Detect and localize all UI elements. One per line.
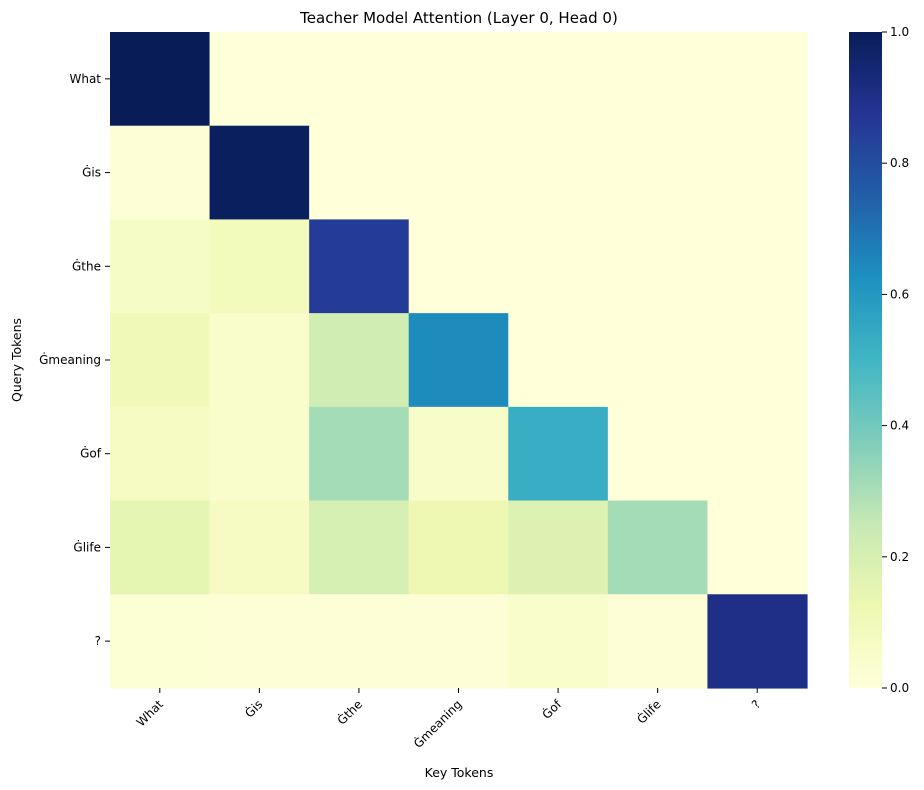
heatmap-cell (209, 219, 310, 314)
heatmap-cell (110, 594, 211, 689)
heatmap-cell (209, 406, 310, 502)
heatmap-cell (607, 594, 709, 689)
x-axis-label: Key Tokens (425, 765, 494, 780)
heatmap-cell (309, 32, 410, 127)
heatmap-cell (209, 125, 310, 221)
chart-title: Teacher Model Attention (Layer 0, Head 0… (299, 9, 618, 27)
heatmap-cell (707, 500, 808, 595)
heatmap-cell (508, 594, 609, 689)
y-tick-label: Ġof (80, 445, 102, 461)
heatmap-cell (707, 219, 808, 314)
heatmap-cell (309, 313, 410, 408)
heatmap-cell (110, 313, 211, 408)
heatmap-cell (408, 313, 509, 408)
heatmap-cell (408, 32, 509, 127)
heatmap-cell (209, 594, 310, 689)
colorbar-tick-label: 0.4 (890, 419, 909, 433)
heatmap-cell (607, 219, 709, 314)
heatmap-cell (408, 500, 509, 595)
y-axis-ticks: What Ġis Ġthe Ġmeaning Ġof Ġlife? (39, 72, 110, 648)
heatmap-cell (110, 406, 211, 502)
y-axis-label: Query Tokens (9, 318, 24, 402)
heatmap-cell (110, 125, 211, 221)
x-tick-label: Ġlife (633, 696, 664, 727)
heatmap-cell (707, 125, 808, 221)
colorbar-ticks: 0.0 0.2 0.4 0.6 0.8 1.0 (882, 25, 909, 695)
heatmap-cell (110, 219, 211, 314)
heatmap-cell (110, 500, 211, 595)
heatmap-cell (408, 219, 509, 314)
heatmap-cell (607, 313, 709, 408)
heatmap-cell (309, 406, 410, 502)
heatmap-cell (707, 594, 808, 689)
heatmap-cell (309, 594, 410, 689)
x-tick-label: Ġthe (333, 696, 365, 728)
heatmap-cell (707, 406, 808, 502)
y-tick-label: Ġthe (72, 257, 101, 273)
heatmap-cells (110, 32, 808, 689)
heatmap-cell (607, 32, 709, 127)
heatmap-cell (707, 32, 808, 127)
colorbar-tick-label: 0.8 (890, 156, 909, 170)
colorbar-tick-label: 0.0 (890, 681, 909, 695)
heatmap-cell (508, 219, 609, 314)
heatmap-cell (209, 32, 310, 127)
heatmap-cell (607, 125, 709, 221)
heatmap-cell (508, 32, 609, 127)
heatmap-cell (110, 32, 211, 127)
heatmap-cell (508, 500, 609, 595)
heatmap-cell (607, 500, 709, 595)
heatmap-cell (707, 313, 808, 408)
y-tick-label: ? (95, 634, 101, 648)
heatmap-cell (209, 313, 310, 408)
x-tick-label: ? (749, 697, 763, 711)
x-tick-label: Ġis (241, 696, 266, 721)
y-tick-label: What (69, 72, 101, 86)
heatmap-cell (408, 125, 509, 221)
heatmap-cell (508, 406, 609, 502)
y-tick-label: Ġmeaning (39, 351, 101, 367)
heatmap-cell (508, 125, 609, 221)
heatmap-cell (309, 500, 410, 595)
heatmap-cell (209, 500, 310, 595)
x-tick-label: What (134, 697, 166, 729)
x-tick-label: Ġmeaning (410, 696, 465, 751)
x-tick-label: Ġof (538, 695, 565, 722)
heatmap-cell (309, 125, 410, 221)
y-tick-label: Ġlife (73, 538, 101, 554)
heatmap-cell (508, 313, 609, 408)
colorbar-tick-label: 0.6 (890, 287, 909, 301)
colorbar-tick-label: 1.0 (890, 25, 909, 39)
colorbar (849, 32, 882, 688)
colorbar-tick-label: 0.2 (890, 550, 909, 564)
heatmap-cell (607, 406, 709, 502)
heatmap-cell (309, 219, 410, 314)
heatmap-cell (408, 406, 509, 502)
x-axis-ticks: What Ġis Ġthe Ġmeaning Ġof Ġlife? (134, 688, 763, 751)
y-tick-label: Ġis (82, 164, 101, 180)
heatmap-cell (408, 594, 509, 689)
